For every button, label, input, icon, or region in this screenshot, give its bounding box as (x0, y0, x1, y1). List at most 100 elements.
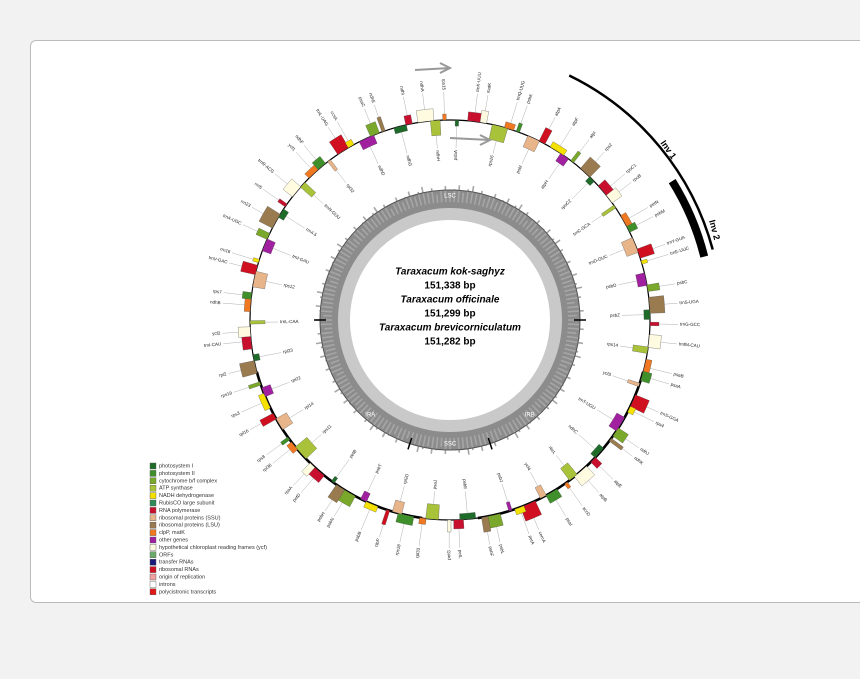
gc-spike (567, 327, 584, 331)
gene-block (358, 134, 378, 151)
gc-spike (531, 228, 539, 236)
gc-spike (440, 437, 443, 447)
gc-spike (481, 433, 487, 447)
gc-spike (325, 363, 341, 371)
legend-label: ribosomal RNAs (159, 567, 199, 573)
gene-leader (313, 194, 324, 204)
gc-spike (325, 347, 336, 352)
gene-leader (228, 370, 242, 374)
gene-label: rrn4.5 (305, 227, 318, 238)
gene-block (327, 159, 338, 172)
gene-leader (636, 216, 654, 226)
gc-spike (380, 210, 389, 221)
legend-swatch (149, 470, 157, 477)
gene-leader (266, 443, 282, 456)
gc-spike (566, 301, 575, 305)
gc-spike (369, 414, 382, 431)
legend-label: ORFs (159, 552, 174, 558)
gc-spike (489, 430, 497, 447)
gene-leader (634, 411, 655, 422)
gene-label: rps12 (283, 282, 296, 289)
gc-spike (537, 229, 551, 242)
gene-leader (591, 214, 603, 223)
gene-leader (599, 465, 614, 480)
gene-label: ndhJ (639, 447, 650, 457)
gene-leader (271, 381, 290, 390)
gene-block (244, 297, 252, 312)
gc-spike (329, 280, 339, 285)
gene-block (393, 124, 408, 135)
legend-swatch (149, 485, 157, 492)
gene-block (262, 238, 276, 255)
gc-spike (365, 407, 372, 415)
gc-spike (413, 433, 419, 445)
gene-label: rps2 (603, 142, 613, 152)
gene-leader (650, 368, 672, 374)
legend-swatch (149, 477, 157, 484)
gc-spike (394, 427, 403, 443)
gc-spike (515, 417, 523, 427)
gene-leader (588, 480, 599, 493)
gc-spike (485, 196, 491, 209)
gene-label: rps18 (394, 543, 401, 556)
genome-length: 151,299 bp (424, 309, 475, 320)
gc-spike (325, 269, 341, 277)
gene-leader (265, 281, 282, 285)
gene-leader (325, 499, 333, 511)
gene-block (590, 444, 604, 458)
gc-spike (359, 404, 369, 415)
legend-label: introns (159, 582, 176, 588)
gc-spike (355, 398, 363, 406)
gene-leader (303, 144, 317, 160)
gene-leader (578, 434, 596, 450)
gc-spike (352, 238, 361, 245)
legend-label: cytochrome b/f complex (159, 478, 217, 484)
gene-label: rrn23 (240, 199, 252, 209)
gene-label: trnY-GUA (666, 235, 686, 246)
legend-swatch (149, 544, 157, 551)
gene-leader (336, 170, 347, 184)
gene-label: ndhI (399, 86, 406, 96)
gene-label: psbK (525, 93, 533, 104)
gc-spike (413, 196, 419, 207)
gc-spike (563, 351, 581, 359)
legend-swatch (149, 536, 157, 544)
gc-spike (493, 201, 499, 211)
gc-spike (534, 228, 545, 239)
gene-label: ndhF (294, 134, 305, 145)
gene-label: rpl20 (402, 473, 410, 484)
legend-swatch (149, 566, 157, 573)
gene-leader (250, 423, 262, 430)
gc-spike (362, 216, 375, 231)
gene-block (626, 221, 639, 233)
gene-leader (360, 509, 370, 531)
gene-label: ycf2 (212, 331, 221, 337)
gc-spike (392, 202, 399, 215)
gene-block (381, 509, 390, 526)
legend-label: photosystem II (159, 471, 195, 477)
legend-swatch (149, 462, 157, 470)
gene-label: petA (528, 535, 536, 545)
gene-label: accD (582, 506, 592, 518)
gc-spike (501, 425, 510, 440)
gc-spike (504, 423, 512, 435)
gc-center (350, 220, 550, 420)
gene-leader (455, 126, 457, 149)
gene-label: psbB (354, 531, 363, 542)
gene-block (249, 320, 266, 325)
gene-block (295, 437, 318, 460)
gc-spike (565, 292, 577, 297)
gene-label: trnV-GAC (208, 255, 229, 265)
gene-leader (595, 151, 605, 162)
gene-label: ndhG (405, 155, 413, 167)
gc-spike (542, 392, 558, 405)
gc-spike (567, 305, 580, 309)
gene-block (327, 484, 345, 503)
gene-label: rpl33 (415, 547, 421, 558)
gene-leader (422, 93, 425, 110)
gene-label: rps15 (441, 79, 446, 91)
inversion-arc (668, 179, 709, 258)
gc-spike (387, 423, 396, 437)
legend-label: polycistronic transcripts (159, 589, 216, 595)
gene-leader (609, 249, 625, 256)
